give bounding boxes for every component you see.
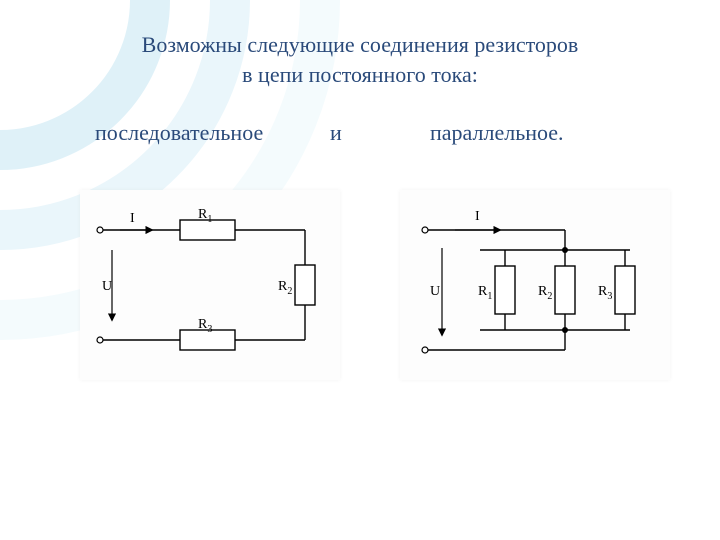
title-line2: в цепи постоянного тока:	[242, 62, 478, 87]
label-R2: R2	[278, 279, 292, 297]
slide-content: Возможны следующие соединения резисторов…	[0, 0, 720, 540]
label-I: I	[130, 211, 135, 226]
series-circuit-diagram: I U R1 R2 R3	[80, 190, 340, 380]
slide-title: Возможны следующие соединения резисторов…	[0, 30, 720, 89]
label-U: U	[102, 279, 112, 294]
parallel-circuit-diagram: I U R1 R2 R3	[400, 190, 670, 380]
subtitle-series: последовательное	[95, 120, 263, 146]
label-R1: R1	[478, 284, 492, 302]
subtitle-parallel: параллельное.	[430, 120, 564, 146]
label-R2: R2	[538, 284, 552, 302]
label-R3: R3	[598, 284, 612, 302]
title-line1: Возможны следующие соединения резисторов	[142, 32, 579, 57]
subtitle-and: и	[330, 120, 342, 146]
label-U: U	[430, 284, 440, 299]
label-I: I	[475, 209, 480, 224]
